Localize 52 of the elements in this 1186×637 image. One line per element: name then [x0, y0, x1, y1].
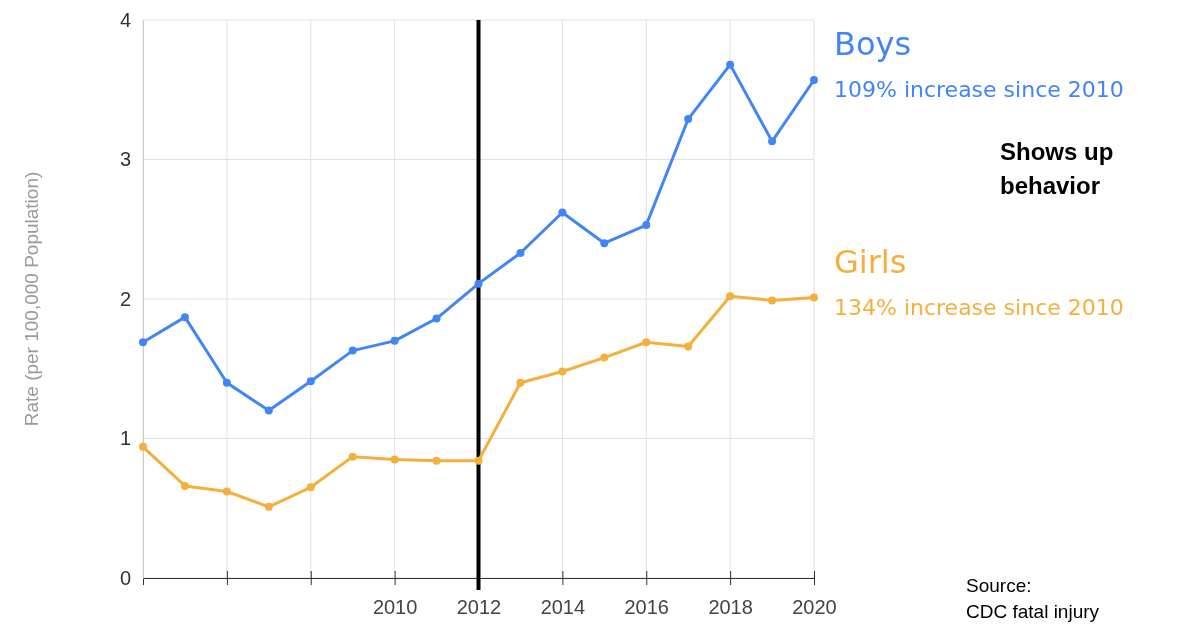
point — [810, 75, 818, 84]
point — [180, 481, 189, 490]
point — [264, 406, 273, 415]
y-tick-label: 3 — [119, 148, 131, 171]
point — [474, 279, 483, 288]
point — [768, 296, 777, 305]
point — [306, 483, 315, 492]
point — [390, 455, 399, 464]
x-tick-label: 2016 — [624, 596, 669, 619]
point — [348, 346, 357, 355]
point — [348, 452, 357, 461]
series-label: Boys — [834, 25, 912, 63]
x-tick-label: 2020 — [792, 596, 837, 619]
point — [264, 502, 273, 511]
point — [516, 378, 525, 387]
point — [600, 239, 609, 248]
point — [768, 137, 777, 146]
point — [684, 342, 693, 351]
text: 134% increase since 2010 — [834, 295, 1124, 320]
point — [474, 456, 483, 465]
point — [222, 487, 231, 496]
x-tick-label: 2012 — [456, 596, 502, 619]
text: 109% increase since 2010 — [834, 77, 1124, 102]
x-tick-label: 2018 — [708, 596, 753, 619]
point — [180, 313, 189, 322]
point — [306, 377, 315, 386]
text: Shows up behavior — [1000, 138, 1114, 199]
y-tick-label: 1 — [119, 427, 131, 450]
y-axis-title: Rate (per 100,000 Population) — [21, 171, 42, 427]
point — [516, 248, 525, 257]
x-tick-label: 2014 — [540, 596, 586, 619]
point — [684, 115, 693, 124]
point — [390, 336, 399, 345]
point — [726, 60, 735, 69]
point — [600, 353, 609, 362]
point — [558, 208, 567, 217]
point — [558, 367, 567, 376]
point — [810, 293, 818, 302]
point — [139, 442, 147, 451]
y-tick-label: 0 — [119, 566, 131, 589]
point — [432, 314, 441, 323]
y-tick-label: 4 — [119, 8, 131, 31]
source-note: Source: CDC fatal injury — [966, 575, 1100, 622]
point — [432, 456, 441, 465]
point — [642, 221, 651, 230]
y-tick-label: 2 — [119, 287, 131, 310]
series-label: Girls — [834, 243, 907, 281]
point — [222, 378, 231, 387]
point — [642, 338, 651, 347]
x-tick-label: 2010 — [372, 596, 418, 619]
point — [139, 338, 147, 347]
point — [726, 292, 735, 301]
